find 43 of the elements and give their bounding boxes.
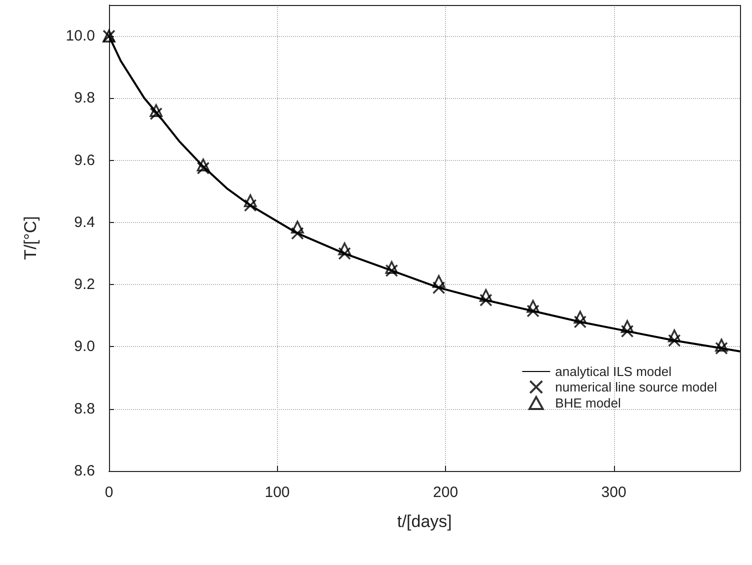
y-tick-label: 8.8 xyxy=(74,400,95,418)
point xyxy=(338,247,351,260)
y-tick-label: 9.8 xyxy=(74,90,95,107)
legend-label: BHE model xyxy=(555,396,622,410)
point xyxy=(432,275,446,288)
point xyxy=(715,338,728,352)
legend-label: numerical line source model xyxy=(555,380,718,394)
y-axis-title: T/[°C] xyxy=(21,216,40,260)
point xyxy=(526,300,540,313)
point xyxy=(480,289,492,302)
point xyxy=(196,158,210,172)
point xyxy=(668,329,681,342)
point xyxy=(150,104,163,118)
x-axis-title: t/[days] xyxy=(397,512,452,531)
point xyxy=(291,220,304,234)
x-tick-label: 100 xyxy=(264,484,290,501)
y-tick-label: 9.4 xyxy=(74,214,95,231)
y-tick-label: 9.2 xyxy=(74,276,95,294)
point xyxy=(196,162,210,174)
legend-label: analytical ILS model xyxy=(555,364,672,379)
point xyxy=(574,310,587,324)
point xyxy=(338,242,351,256)
y-tick-label: 8.6 xyxy=(74,462,95,480)
point xyxy=(574,315,587,328)
point xyxy=(291,226,304,240)
x-tick-label: 0 xyxy=(104,484,114,501)
point xyxy=(432,281,446,294)
y-tick-label: 9.0 xyxy=(74,338,95,356)
point xyxy=(480,294,492,307)
point xyxy=(244,198,257,212)
point xyxy=(526,304,540,318)
point xyxy=(150,107,163,120)
point xyxy=(385,264,398,278)
point xyxy=(385,261,398,274)
y-tick-label: 9.6 xyxy=(74,152,95,169)
point xyxy=(715,342,728,355)
point xyxy=(244,194,257,208)
point xyxy=(668,334,681,347)
x-tick-label: 200 xyxy=(433,484,458,501)
y-tick-label: 10.0 xyxy=(66,28,95,45)
point xyxy=(620,324,634,338)
x-tick-label: 300 xyxy=(601,484,626,501)
point xyxy=(620,320,634,333)
